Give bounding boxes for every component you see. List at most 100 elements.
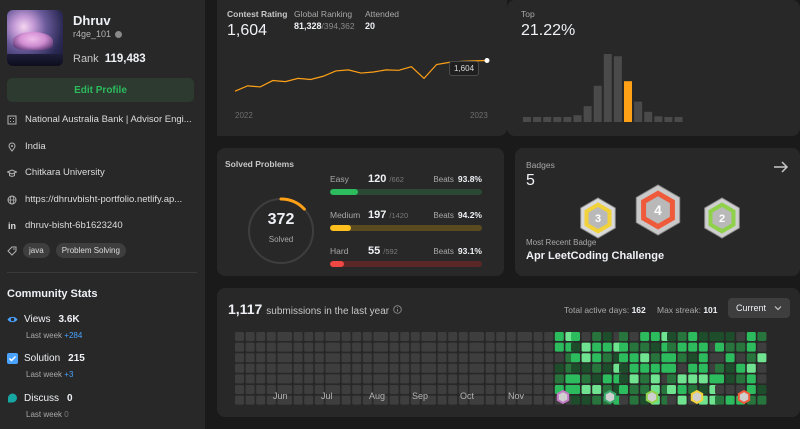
heatmap-day[interactable]: [619, 395, 628, 405]
heatmap-day[interactable]: [667, 363, 676, 373]
rating-chart[interactable]: [217, 0, 507, 136]
heatmap-day[interactable]: [715, 363, 724, 373]
heatmap-day[interactable]: [410, 353, 420, 363]
skill-tag-problem-solving[interactable]: Problem Solving: [55, 243, 126, 258]
heatmap-day[interactable]: [757, 332, 767, 341]
heatmap-day[interactable]: [256, 353, 266, 363]
heatmap-day[interactable]: [352, 385, 362, 394]
heatmap-day[interactable]: [235, 363, 244, 373]
heatmap-day[interactable]: [688, 374, 698, 384]
heatmap-day[interactable]: [533, 353, 543, 363]
monthly-badge-icon[interactable]: [645, 389, 659, 405]
heatmap-day[interactable]: [304, 374, 314, 384]
heatmap-day[interactable]: [667, 332, 676, 341]
heatmap-day[interactable]: [458, 395, 468, 405]
heatmap-day[interactable]: [725, 353, 735, 363]
solved-ring[interactable]: [236, 186, 326, 276]
heatmap-day[interactable]: [458, 332, 468, 341]
website-link[interactable]: https://dhruvbisht-portfolio.netlify.ap.…: [25, 194, 183, 205]
heatmap-day[interactable]: [266, 395, 276, 405]
heatmap-day[interactable]: [427, 353, 436, 363]
heatmap-day[interactable]: [629, 374, 639, 384]
heatmap-day[interactable]: [379, 374, 388, 384]
heatmap-day[interactable]: [715, 385, 724, 394]
heatmap-day[interactable]: [746, 342, 756, 352]
heatmap-day[interactable]: [496, 374, 506, 384]
heatmap-day[interactable]: [256, 363, 266, 373]
heatmap-day[interactable]: [266, 332, 276, 341]
heatmap-day[interactable]: [523, 332, 532, 341]
heatmap-day[interactable]: [314, 395, 324, 405]
heatmap-day[interactable]: [235, 353, 244, 363]
heatmap-day[interactable]: [554, 374, 564, 384]
avatar[interactable]: [7, 10, 63, 66]
heatmap-day[interactable]: [485, 395, 495, 405]
heatmap-day[interactable]: [475, 374, 484, 384]
heatmap-day[interactable]: [725, 332, 735, 341]
heatmap-day[interactable]: [592, 395, 602, 405]
heatmap-day[interactable]: [736, 332, 746, 341]
heatmap-day[interactable]: [496, 342, 506, 352]
heatmap-day[interactable]: [314, 332, 324, 341]
heatmap-day[interactable]: [283, 332, 292, 341]
heatmap-day[interactable]: [688, 342, 698, 352]
heatmap-day[interactable]: [544, 374, 554, 384]
heatmap-day[interactable]: [266, 385, 276, 394]
heatmap-day[interactable]: [677, 385, 687, 394]
heatmap-day[interactable]: [554, 332, 564, 341]
badge-hexagon[interactable]: 3: [580, 197, 616, 239]
heatmap-day[interactable]: [629, 395, 639, 405]
heatmap-day[interactable]: [400, 353, 410, 363]
heatmap-day[interactable]: [629, 332, 639, 341]
heatmap-day[interactable]: [437, 342, 447, 352]
heatmap-day[interactable]: [629, 342, 639, 352]
heatmap-day[interactable]: [352, 374, 362, 384]
heatmap-day[interactable]: [677, 395, 687, 405]
heatmap-day[interactable]: [581, 342, 591, 352]
monthly-badge-icon[interactable]: [556, 389, 570, 405]
heatmap-day[interactable]: [677, 342, 687, 352]
heatmap-day[interactable]: [389, 363, 399, 373]
heatmap-day[interactable]: [698, 385, 708, 394]
heatmap-day[interactable]: [331, 342, 340, 352]
heatmap-day[interactable]: [554, 342, 564, 352]
heatmap-day[interactable]: [245, 363, 255, 373]
heatmap-day[interactable]: [341, 342, 351, 352]
heatmap-day[interactable]: [533, 363, 543, 373]
heatmap-day[interactable]: [667, 342, 676, 352]
heatmap-day[interactable]: [523, 395, 532, 405]
heatmap-day[interactable]: [650, 363, 660, 373]
heatmap-day[interactable]: [389, 374, 399, 384]
heatmap-day[interactable]: [619, 374, 628, 384]
heatmap-day[interactable]: [698, 353, 708, 363]
heatmap-day[interactable]: [746, 332, 756, 341]
heatmap-day[interactable]: [458, 374, 468, 384]
heatmap-day[interactable]: [581, 363, 591, 373]
heatmap-day[interactable]: [458, 353, 468, 363]
monthly-badge-icon[interactable]: [603, 389, 617, 405]
heatmap-day[interactable]: [362, 332, 372, 341]
heatmap-day[interactable]: [746, 374, 756, 384]
heatmap-day[interactable]: [544, 363, 554, 373]
heatmap-day[interactable]: [256, 332, 266, 341]
top-distribution-chart[interactable]: [507, 0, 800, 136]
heatmap-day[interactable]: [352, 353, 362, 363]
heatmap-day[interactable]: [571, 353, 580, 363]
heatmap-day[interactable]: [592, 353, 602, 363]
heatmap-day[interactable]: [283, 363, 292, 373]
heatmap-day[interactable]: [629, 363, 639, 373]
heatmap-day[interactable]: [544, 385, 554, 394]
heatmap-day[interactable]: [506, 363, 516, 373]
heatmap-day[interactable]: [400, 363, 410, 373]
difficulty-hard[interactable]: Hard 55 /592 Beats 93.1%: [330, 245, 482, 267]
heatmap-day[interactable]: [293, 353, 303, 363]
heatmap-day[interactable]: [650, 374, 660, 384]
heatmap-day[interactable]: [698, 363, 708, 373]
heatmap-day[interactable]: [293, 342, 303, 352]
heatmap-day[interactable]: [293, 374, 303, 384]
heatmap-day[interactable]: [448, 374, 458, 384]
heatmap-day[interactable]: [571, 395, 580, 405]
heatmap-day[interactable]: [475, 385, 484, 394]
heatmap-day[interactable]: [475, 395, 484, 405]
heatmap-day[interactable]: [736, 342, 746, 352]
